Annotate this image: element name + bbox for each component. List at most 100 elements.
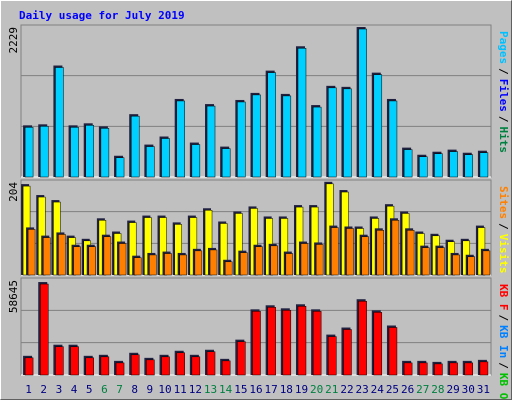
chart-title: Daily usage for July 2019 — [19, 9, 185, 22]
bar — [118, 243, 127, 276]
x-tick-label: 6 — [101, 383, 108, 396]
x-tick-label: 5 — [86, 383, 93, 396]
bar — [361, 236, 369, 276]
bar — [149, 254, 157, 276]
bar — [24, 357, 34, 376]
bar — [130, 115, 140, 178]
bar — [270, 245, 278, 276]
x-tick-label: 20 — [310, 383, 323, 396]
bar — [437, 247, 445, 276]
bar — [42, 237, 51, 276]
bar — [194, 250, 203, 276]
bar — [252, 94, 261, 178]
x-tick-label: 8 — [131, 383, 138, 396]
bar — [176, 100, 185, 178]
bar — [100, 128, 110, 178]
legend: KB F / KB In / KB Out — [497, 284, 510, 400]
x-tick-label: 7 — [116, 383, 123, 396]
bar — [282, 95, 292, 178]
bar — [388, 327, 398, 376]
bar — [237, 101, 246, 178]
bar — [191, 356, 201, 376]
bar — [39, 126, 49, 178]
bar — [267, 307, 276, 376]
x-tick-label: 29 — [446, 383, 459, 396]
legend-item: Sites — [497, 186, 510, 219]
bar — [479, 361, 489, 376]
legend-item: KB In — [497, 325, 510, 358]
x-tick-label: 27 — [416, 383, 429, 396]
bar — [206, 351, 216, 376]
bar — [328, 87, 337, 178]
bar — [373, 74, 383, 178]
x-tick-label: 23 — [356, 383, 369, 396]
legend-item: Visits — [497, 234, 510, 274]
bar — [388, 100, 398, 178]
bar — [419, 156, 428, 178]
x-tick-label: 3 — [56, 383, 63, 396]
bar — [58, 234, 66, 276]
bar — [358, 28, 367, 178]
bar — [343, 329, 352, 376]
bar — [482, 250, 491, 276]
bar — [434, 363, 443, 376]
bar — [312, 106, 322, 178]
bar — [328, 336, 337, 376]
x-tick-label: 9 — [147, 383, 154, 396]
legend-separator: / — [497, 362, 510, 369]
bar — [297, 48, 307, 178]
bar — [55, 67, 64, 178]
bar — [85, 125, 94, 178]
legend-separator: / — [497, 116, 510, 123]
bar — [297, 306, 307, 376]
legend-item: Hits — [497, 127, 510, 154]
bar — [73, 246, 81, 276]
bar — [373, 312, 383, 376]
bar — [115, 157, 125, 178]
x-tick-label: 14 — [219, 383, 233, 396]
bar — [315, 244, 324, 276]
bar — [24, 127, 34, 178]
x-tick-label: 12 — [189, 383, 202, 396]
bar — [161, 138, 170, 178]
x-tick-label: 13 — [204, 383, 217, 396]
x-tick-label: 1 — [25, 383, 32, 396]
bar — [343, 88, 352, 178]
x-tick-label: 25 — [386, 383, 399, 396]
x-tick-label: 4 — [71, 383, 78, 396]
x-tick-label: 10 — [158, 383, 171, 396]
bar — [70, 127, 79, 178]
x-tick-label: 22 — [340, 383, 353, 396]
x-tick-label: 17 — [265, 383, 278, 396]
bar — [449, 151, 458, 178]
bar — [267, 72, 276, 178]
bar — [55, 346, 64, 376]
bar — [464, 362, 474, 376]
bar — [146, 359, 155, 376]
legend-item: Files — [497, 79, 510, 112]
bar — [419, 362, 428, 376]
x-tick-label: 21 — [325, 383, 338, 396]
bar — [130, 354, 140, 376]
x-tick-label: 11 — [174, 383, 187, 396]
bar — [191, 144, 201, 178]
x-tick-label: 24 — [371, 383, 385, 396]
x-tick-label: 2 — [40, 383, 47, 396]
legend-separator: / — [497, 315, 510, 322]
bar — [240, 252, 248, 276]
bar — [346, 228, 354, 276]
bar — [464, 154, 474, 178]
bar — [282, 310, 292, 376]
bar — [224, 261, 233, 276]
x-tick-label: 15 — [234, 383, 247, 396]
bar — [358, 300, 367, 376]
bar — [312, 311, 322, 376]
y-tick-label: 204 — [7, 182, 20, 202]
bar — [449, 362, 458, 376]
bar — [27, 229, 36, 276]
bar — [403, 362, 413, 376]
bar — [39, 283, 49, 376]
legend-item: Pages — [497, 31, 510, 64]
bar — [403, 149, 413, 178]
